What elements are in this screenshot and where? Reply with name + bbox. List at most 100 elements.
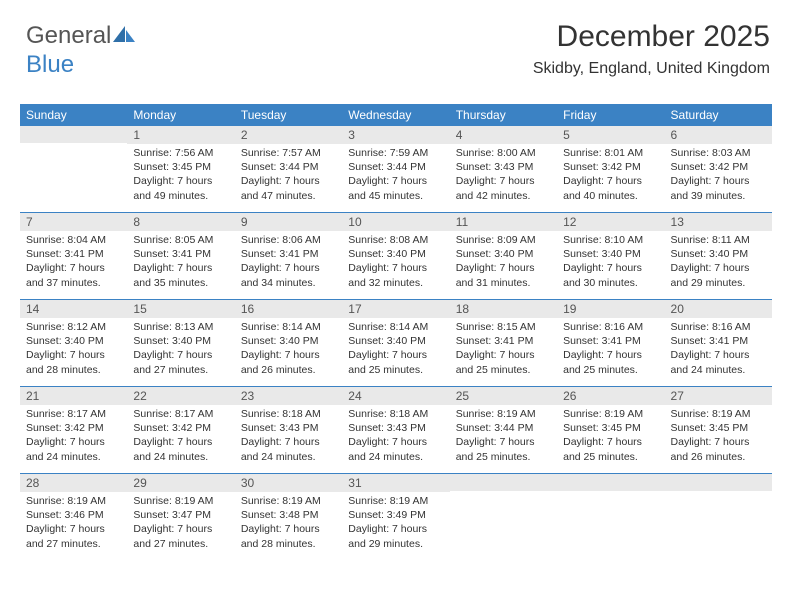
cell-line: Sunset: 3:45 PM (133, 160, 228, 174)
cell-body: Sunrise: 8:09 AMSunset: 3:40 PMDaylight:… (450, 231, 557, 294)
calendar-cell: 9Sunrise: 8:06 AMSunset: 3:41 PMDaylight… (235, 213, 342, 299)
cell-line: Sunrise: 8:04 AM (26, 233, 121, 247)
cell-body: Sunrise: 8:17 AMSunset: 3:42 PMDaylight:… (20, 405, 127, 468)
title-block: December 2025 Skidby, England, United Ki… (533, 20, 770, 78)
cell-body: Sunrise: 8:15 AMSunset: 3:41 PMDaylight:… (450, 318, 557, 381)
day-number (557, 474, 664, 491)
day-number: 3 (342, 126, 449, 144)
cell-body: Sunrise: 8:04 AMSunset: 3:41 PMDaylight:… (20, 231, 127, 294)
cell-line: Sunrise: 8:01 AM (563, 146, 658, 160)
cell-line: Daylight: 7 hours (671, 435, 766, 449)
calendar-cell: 30Sunrise: 8:19 AMSunset: 3:48 PMDayligh… (235, 474, 342, 560)
cell-line: Daylight: 7 hours (26, 261, 121, 275)
cell-line: Daylight: 7 hours (456, 174, 551, 188)
day-header: Wednesday (342, 104, 449, 126)
cell-line: Sunset: 3:44 PM (241, 160, 336, 174)
cell-line: Sunrise: 8:19 AM (671, 407, 766, 421)
cell-line: Daylight: 7 hours (241, 174, 336, 188)
cell-line: and 24 minutes. (671, 363, 766, 377)
cell-body: Sunrise: 8:19 AMSunset: 3:45 PMDaylight:… (557, 405, 664, 468)
day-number: 4 (450, 126, 557, 144)
cell-line: and 35 minutes. (133, 276, 228, 290)
day-number: 5 (557, 126, 664, 144)
cell-line: Daylight: 7 hours (26, 435, 121, 449)
cell-line: and 25 minutes. (348, 363, 443, 377)
logo-text-2: Blue (26, 51, 74, 78)
day-number: 28 (20, 474, 127, 492)
day-number: 7 (20, 213, 127, 231)
cell-line: Sunrise: 7:57 AM (241, 146, 336, 160)
day-number: 26 (557, 387, 664, 405)
cell-line: Sunrise: 8:09 AM (456, 233, 551, 247)
calendar-cell: 7Sunrise: 8:04 AMSunset: 3:41 PMDaylight… (20, 213, 127, 299)
cell-line: and 26 minutes. (241, 363, 336, 377)
calendar-cell (20, 126, 127, 212)
logo-text-1: General (26, 22, 111, 49)
month-title: December 2025 (533, 20, 770, 54)
day-number: 24 (342, 387, 449, 405)
cell-line: Sunset: 3:40 PM (26, 334, 121, 348)
cell-line: and 42 minutes. (456, 189, 551, 203)
cell-line: and 32 minutes. (348, 276, 443, 290)
cell-line: Daylight: 7 hours (348, 435, 443, 449)
calendar-cell: 22Sunrise: 8:17 AMSunset: 3:42 PMDayligh… (127, 387, 234, 473)
cell-line: and 34 minutes. (241, 276, 336, 290)
cell-line: Sunset: 3:41 PM (563, 334, 658, 348)
calendar-cell: 24Sunrise: 8:18 AMSunset: 3:43 PMDayligh… (342, 387, 449, 473)
cell-line: Daylight: 7 hours (456, 435, 551, 449)
day-number: 12 (557, 213, 664, 231)
day-number (450, 474, 557, 491)
cell-line: Sunrise: 8:19 AM (563, 407, 658, 421)
cell-body: Sunrise: 7:56 AMSunset: 3:45 PMDaylight:… (127, 144, 234, 207)
calendar: Sunday Monday Tuesday Wednesday Thursday… (20, 104, 772, 560)
cell-line: Daylight: 7 hours (671, 348, 766, 362)
cell-line: Sunrise: 8:00 AM (456, 146, 551, 160)
cell-body: Sunrise: 8:16 AMSunset: 3:41 PMDaylight:… (557, 318, 664, 381)
week-row: 7Sunrise: 8:04 AMSunset: 3:41 PMDaylight… (20, 213, 772, 300)
cell-body: Sunrise: 8:14 AMSunset: 3:40 PMDaylight:… (342, 318, 449, 381)
cell-line: Sunrise: 8:03 AM (671, 146, 766, 160)
cell-line: Sunset: 3:42 PM (563, 160, 658, 174)
cell-line: and 28 minutes. (241, 537, 336, 551)
day-number: 15 (127, 300, 234, 318)
cell-line: Sunrise: 8:12 AM (26, 320, 121, 334)
cell-line: Daylight: 7 hours (348, 261, 443, 275)
day-number: 6 (665, 126, 772, 144)
cell-line: Daylight: 7 hours (563, 435, 658, 449)
cell-line: Sunrise: 8:19 AM (26, 494, 121, 508)
day-header: Friday (557, 104, 664, 126)
week-row: 14Sunrise: 8:12 AMSunset: 3:40 PMDayligh… (20, 300, 772, 387)
day-number: 16 (235, 300, 342, 318)
day-number: 30 (235, 474, 342, 492)
day-number: 19 (557, 300, 664, 318)
cell-line: Sunrise: 8:06 AM (241, 233, 336, 247)
cell-line: Sunrise: 8:11 AM (671, 233, 766, 247)
cell-line: Sunrise: 8:17 AM (133, 407, 228, 421)
cell-body: Sunrise: 8:19 AMSunset: 3:49 PMDaylight:… (342, 492, 449, 555)
cell-line: and 25 minutes. (456, 450, 551, 464)
cell-line: Sunset: 3:43 PM (241, 421, 336, 435)
week-row: 21Sunrise: 8:17 AMSunset: 3:42 PMDayligh… (20, 387, 772, 474)
cell-line: and 24 minutes. (26, 450, 121, 464)
weeks-container: 1Sunrise: 7:56 AMSunset: 3:45 PMDaylight… (20, 126, 772, 560)
calendar-cell: 31Sunrise: 8:19 AMSunset: 3:49 PMDayligh… (342, 474, 449, 560)
day-header: Monday (127, 104, 234, 126)
cell-line: Sunset: 3:42 PM (133, 421, 228, 435)
cell-line: Sunset: 3:46 PM (26, 508, 121, 522)
cell-line: Sunrise: 8:19 AM (241, 494, 336, 508)
calendar-cell: 14Sunrise: 8:12 AMSunset: 3:40 PMDayligh… (20, 300, 127, 386)
calendar-cell: 11Sunrise: 8:09 AMSunset: 3:40 PMDayligh… (450, 213, 557, 299)
calendar-cell: 2Sunrise: 7:57 AMSunset: 3:44 PMDaylight… (235, 126, 342, 212)
cell-body: Sunrise: 8:03 AMSunset: 3:42 PMDaylight:… (665, 144, 772, 207)
calendar-cell: 26Sunrise: 8:19 AMSunset: 3:45 PMDayligh… (557, 387, 664, 473)
cell-body: Sunrise: 8:18 AMSunset: 3:43 PMDaylight:… (342, 405, 449, 468)
calendar-cell: 28Sunrise: 8:19 AMSunset: 3:46 PMDayligh… (20, 474, 127, 560)
cell-line: and 25 minutes. (563, 450, 658, 464)
cell-body: Sunrise: 7:57 AMSunset: 3:44 PMDaylight:… (235, 144, 342, 207)
calendar-cell: 4Sunrise: 8:00 AMSunset: 3:43 PMDaylight… (450, 126, 557, 212)
day-number: 22 (127, 387, 234, 405)
day-number (665, 474, 772, 491)
calendar-cell: 17Sunrise: 8:14 AMSunset: 3:40 PMDayligh… (342, 300, 449, 386)
day-number (20, 126, 127, 143)
cell-line: Sunset: 3:41 PM (241, 247, 336, 261)
